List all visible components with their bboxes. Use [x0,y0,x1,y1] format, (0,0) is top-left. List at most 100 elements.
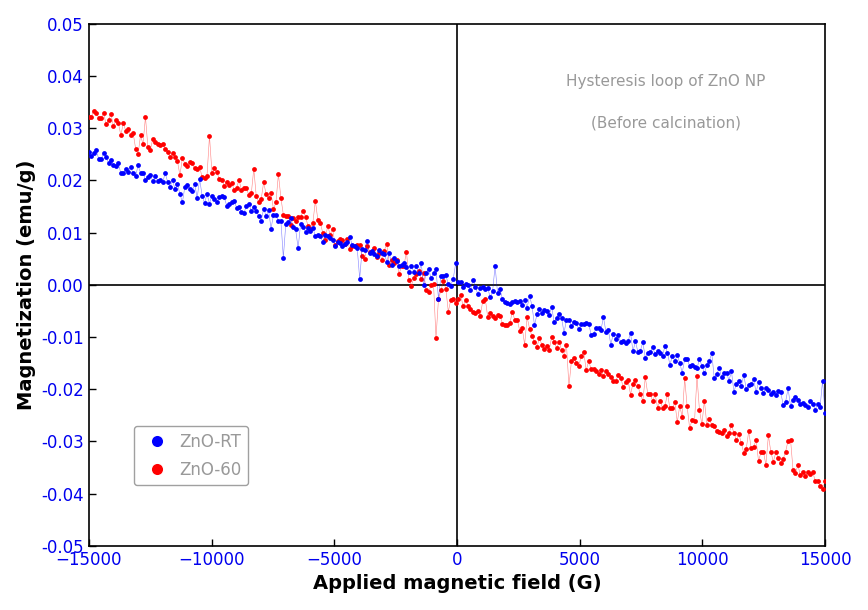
Point [293,219,307,229]
Point [562,315,575,325]
Point [387,253,401,263]
Point [710,370,724,379]
Point [602,370,615,379]
Point [301,221,315,231]
Point [690,371,704,381]
Point [434,285,448,295]
Point [311,231,325,240]
Point [540,307,554,317]
Point [217,181,231,191]
Point [328,240,342,249]
Point [816,484,830,494]
Point [323,233,337,243]
Point [390,256,404,265]
Point [732,376,746,386]
Point [422,264,436,274]
Point [215,192,229,201]
Point [336,241,350,251]
Point [245,206,259,216]
Point [685,361,699,370]
Point [227,196,241,206]
Point [458,279,472,289]
Point [648,350,662,359]
Point [749,435,763,445]
Point [210,196,224,206]
Point [380,257,394,267]
Point [417,280,431,290]
Point [281,217,295,227]
Point [496,294,510,304]
Point [220,201,233,210]
Point [520,303,534,312]
Point [296,206,310,215]
Point [466,307,480,317]
Point [717,425,731,435]
Point [725,420,739,430]
Point [449,298,463,307]
Point [772,386,786,396]
Point [306,218,319,228]
Point [232,203,246,212]
Point [687,417,701,426]
Point [729,436,743,445]
Point [155,139,169,149]
Point [392,261,406,271]
Point [773,387,787,397]
Point [523,324,536,334]
Point [237,208,251,218]
Point [486,286,500,296]
Point [454,290,468,300]
Point [744,443,758,453]
Point [816,376,830,386]
Point [304,224,318,234]
Point [158,168,172,178]
Point [503,318,516,328]
Point [788,392,802,402]
Point [358,254,372,264]
Point [227,185,241,195]
Point [602,325,615,335]
Point [773,458,787,468]
Point [589,366,603,376]
Point [424,273,438,283]
Point [257,204,271,213]
Point [89,146,103,156]
Point [631,347,645,357]
Point [109,115,123,125]
Point [193,162,207,172]
Point [316,228,330,237]
Point [530,342,544,351]
Point [232,175,246,185]
Point [308,231,322,241]
Point [697,368,711,378]
Point [616,336,630,346]
Point [687,362,701,371]
Point [136,168,150,178]
Point [503,299,516,309]
Point [582,318,595,328]
Point [404,261,418,271]
Point [621,375,635,385]
Point [352,240,366,250]
Point [249,192,263,201]
Point [471,306,485,316]
Point [402,267,416,277]
Point [655,403,669,412]
Point [260,211,273,221]
Point [616,382,630,392]
Point [564,321,578,331]
Point [675,412,689,422]
Point [382,260,396,270]
Point [173,189,187,199]
Point [193,174,207,184]
Point [560,315,574,325]
Point [788,468,802,478]
Point [395,262,409,271]
Point [444,295,457,304]
Point [761,431,775,440]
Point [803,469,817,479]
Point [131,149,145,159]
Point [338,239,352,249]
Point [628,375,642,385]
Point [530,310,544,320]
